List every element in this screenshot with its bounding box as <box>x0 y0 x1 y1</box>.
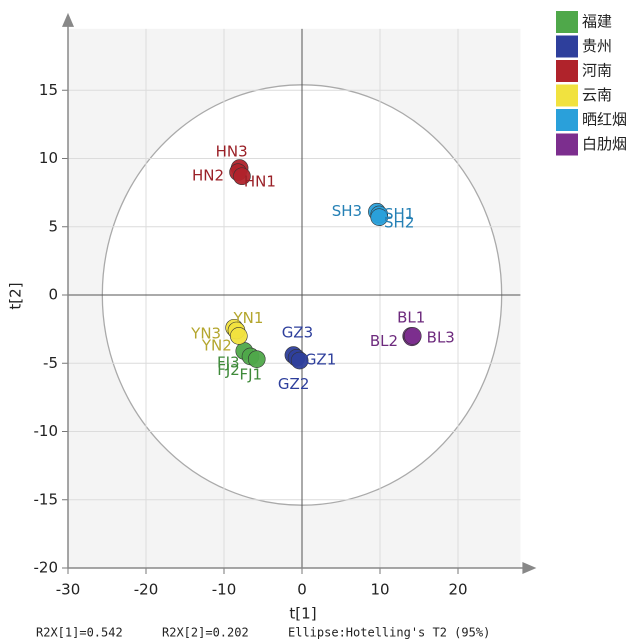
x-tick-label: -30 <box>56 581 81 599</box>
legend-label: 白肋烟 <box>582 135 627 153</box>
x-tick-label: -10 <box>212 581 237 599</box>
point-label: FJ2 <box>217 361 240 379</box>
y-tick-label: 5 <box>48 217 58 235</box>
y-tick-label: 0 <box>48 286 58 304</box>
legend-swatch <box>556 133 578 156</box>
point-label: SH1 <box>384 205 414 223</box>
y-tick-label: 10 <box>39 149 58 167</box>
x-tick-label: 0 <box>297 581 307 599</box>
point-label: BL1 <box>397 308 425 326</box>
legend-label: 贵州 <box>582 37 612 55</box>
legend-label: 云南 <box>582 86 612 104</box>
legend-swatch <box>556 109 578 131</box>
point-label: GZ1 <box>305 350 336 368</box>
point-label: SH2 <box>384 214 414 232</box>
point-label: BL3 <box>427 328 455 346</box>
point-label: YN1 <box>233 309 264 327</box>
point-label: HN3 <box>216 143 248 161</box>
point <box>247 350 266 368</box>
x-tick-label: 20 <box>448 581 467 599</box>
point-label: YN2 <box>201 336 232 354</box>
x-tick-label: -20 <box>134 581 159 599</box>
point-label: HN2 <box>192 167 224 185</box>
y-tick-label: 15 <box>39 81 58 99</box>
x-axis-label: t[1] <box>289 605 316 623</box>
point-label: SH3 <box>332 202 362 220</box>
point-label: GZ3 <box>282 324 313 342</box>
y-axis-label: t[2] <box>7 282 25 309</box>
y-tick-label: -20 <box>34 559 59 577</box>
legend-label: 河南 <box>582 62 612 80</box>
legend-swatch <box>556 11 578 33</box>
point-label: HN1 <box>244 173 276 191</box>
point-label: YN3 <box>190 324 221 342</box>
x-axis-arrow <box>522 562 537 574</box>
x-tick-label: 10 <box>370 581 389 599</box>
point-label: FJ1 <box>239 366 262 384</box>
point-label: BL2 <box>370 332 398 350</box>
footer-text: Ellipse:Hotelling's T2 (95%) <box>288 626 490 640</box>
point <box>370 208 389 226</box>
legend-label: 福建 <box>582 13 612 31</box>
legend-swatch <box>556 84 578 107</box>
point <box>403 327 422 345</box>
point-label: GZ2 <box>278 375 309 393</box>
point <box>230 327 248 345</box>
point <box>290 351 309 370</box>
legend-swatch <box>556 35 578 58</box>
y-tick-label: -5 <box>43 354 58 372</box>
y-tick-label: -10 <box>34 422 59 440</box>
y-tick-label: -15 <box>34 490 59 508</box>
legend-swatch <box>556 60 578 82</box>
point <box>233 167 251 186</box>
point-label: FJ3 <box>217 353 240 371</box>
y-axis-arrow <box>62 12 74 27</box>
footer-text: R2X[2]=0.202 <box>162 626 249 640</box>
legend-label: 晒红烟 <box>582 111 627 129</box>
footer-text: R2X[1]=0.542 <box>36 626 123 640</box>
